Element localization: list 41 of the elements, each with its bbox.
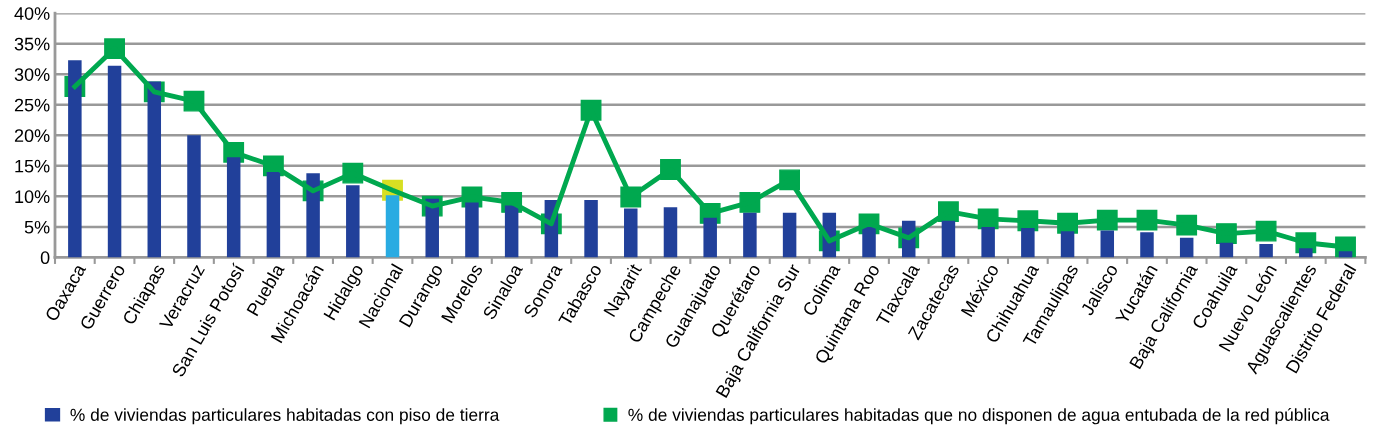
y-tick-label: 35% — [14, 37, 50, 51]
bar — [187, 135, 201, 258]
legend-label: % de viviendas particulares habitadas que no disponen de agua entubada de la red pública — [628, 407, 1330, 425]
y-tick-label: 40% — [14, 7, 50, 20]
bar — [107, 65, 122, 258]
bar — [941, 220, 956, 258]
bar — [425, 198, 439, 258]
bar — [1060, 231, 1075, 258]
y-tick-label: 30% — [14, 68, 50, 81]
y-tick-label: 25% — [14, 98, 50, 112]
bar — [1219, 242, 1234, 258]
bar — [1338, 251, 1353, 258]
bar — [1140, 232, 1154, 258]
bar — [266, 171, 281, 258]
bar — [862, 226, 876, 258]
y-tick-label: 5% — [24, 220, 50, 234]
y-tick-label: 0 — [40, 251, 50, 265]
bar — [981, 226, 995, 258]
bar — [703, 217, 717, 258]
y-tick-label: 20% — [14, 129, 50, 143]
bar — [624, 208, 638, 258]
y-tick-label: 10% — [15, 190, 50, 204]
bar — [584, 200, 598, 258]
bar — [743, 212, 757, 258]
bar — [1259, 243, 1273, 258]
bar — [226, 157, 241, 258]
bar — [306, 173, 320, 258]
bar — [1179, 237, 1194, 258]
bar — [1021, 228, 1035, 258]
legend-label: % de viviendas particulares habitadas con piso de tierra — [70, 408, 500, 425]
bar — [147, 81, 162, 258]
bar — [782, 212, 797, 258]
y-tick-label: 15% — [15, 159, 50, 173]
bar — [504, 205, 519, 258]
bar — [465, 202, 479, 258]
bar — [1299, 248, 1313, 258]
bar — [663, 207, 678, 258]
bar — [68, 60, 82, 258]
bar — [346, 185, 360, 258]
bar — [1100, 230, 1115, 258]
bar — [385, 195, 400, 258]
